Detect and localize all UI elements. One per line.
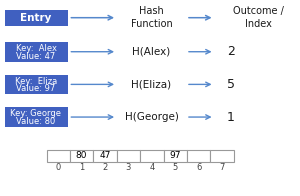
Text: 4: 4 bbox=[149, 163, 154, 172]
Text: H(George): H(George) bbox=[124, 112, 178, 122]
Text: Value: 97: Value: 97 bbox=[16, 84, 56, 93]
Text: 1: 1 bbox=[227, 111, 235, 123]
Text: 47: 47 bbox=[99, 152, 111, 161]
Bar bbox=[164, 150, 187, 162]
Text: Entry: Entry bbox=[20, 13, 52, 23]
Bar bbox=[117, 150, 140, 162]
Text: Hash
Function: Hash Function bbox=[130, 6, 172, 29]
Bar bbox=[187, 150, 210, 162]
Text: 7: 7 bbox=[219, 163, 225, 172]
FancyBboxPatch shape bbox=[4, 42, 68, 62]
Text: 2: 2 bbox=[227, 45, 235, 58]
Text: 3: 3 bbox=[126, 163, 131, 172]
Text: 5: 5 bbox=[227, 78, 235, 91]
Text: 97: 97 bbox=[169, 152, 181, 161]
Bar bbox=[93, 150, 117, 162]
FancyBboxPatch shape bbox=[4, 107, 68, 127]
Text: Value: 47: Value: 47 bbox=[16, 52, 56, 61]
Bar bbox=[46, 150, 70, 162]
FancyBboxPatch shape bbox=[4, 10, 68, 26]
Text: Outcome /
Index: Outcome / Index bbox=[232, 6, 284, 29]
Bar bbox=[140, 150, 164, 162]
Text: Key:  Eliza: Key: Eliza bbox=[15, 77, 57, 86]
Bar bbox=[210, 150, 234, 162]
Text: H(Alex): H(Alex) bbox=[132, 47, 171, 57]
Text: 80: 80 bbox=[76, 152, 87, 161]
Text: Key:  Alex: Key: Alex bbox=[16, 44, 56, 53]
Text: 0: 0 bbox=[56, 163, 61, 172]
Text: 5: 5 bbox=[172, 163, 178, 172]
Text: Value: 80: Value: 80 bbox=[16, 117, 56, 126]
FancyBboxPatch shape bbox=[4, 75, 68, 94]
Text: H(Eliza): H(Eliza) bbox=[131, 79, 172, 89]
Text: 1: 1 bbox=[79, 163, 84, 172]
Bar bbox=[70, 150, 93, 162]
Text: 6: 6 bbox=[196, 163, 201, 172]
Text: 2: 2 bbox=[102, 163, 108, 172]
Text: Key: George: Key: George bbox=[11, 109, 61, 118]
